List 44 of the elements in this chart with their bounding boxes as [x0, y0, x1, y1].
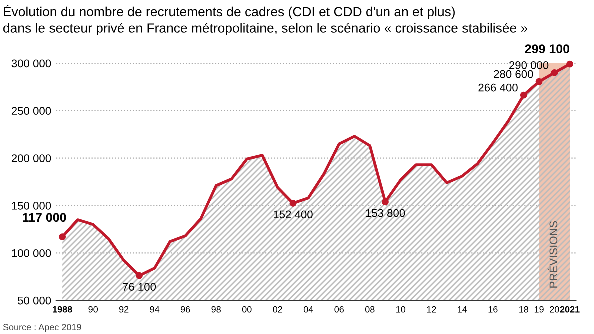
x-tick-label: 12: [427, 306, 436, 313]
x-tick-label: 02: [273, 306, 282, 313]
x-tick-label: 16: [488, 306, 498, 313]
x-tick-label: 20: [550, 306, 560, 313]
data-label: 76 100: [123, 283, 156, 291]
data-label: 117 000: [23, 213, 66, 222]
x-tick-label: 04: [304, 306, 314, 313]
x-tick-label: 19: [534, 306, 544, 313]
point: [551, 69, 558, 76]
x-tick-label: 96: [181, 306, 190, 313]
data-label: 290 000: [509, 61, 549, 70]
x-tick-label: 90: [88, 306, 98, 313]
point: [566, 60, 574, 68]
point: [290, 200, 297, 207]
x-tick-label: 98: [212, 306, 221, 313]
x-tick-label: 2021: [560, 306, 580, 313]
point: [382, 198, 389, 206]
x-tick-label: 00: [242, 306, 252, 313]
x-tick-label: 06: [334, 306, 344, 313]
y-tick-label: 200 000: [12, 154, 52, 162]
x-tick-label: 10: [396, 306, 406, 313]
point: [536, 78, 543, 86]
x-tick-label: 94: [150, 306, 160, 313]
chart-title: Évolution du nombre de recrutements de cadres (CDI et CDD d'un an et plus) dans le secteur privé en France métropolitaine, selon le scénario « croissance stabilisée »: [4, 5, 528, 36]
data-label: 153 800: [366, 209, 406, 218]
y-tick-label: 250 000: [12, 107, 52, 116]
y-tick-label: 50 000: [18, 296, 52, 305]
data-label: 280 600: [494, 70, 534, 78]
data-label: 299 100: [525, 44, 570, 54]
point: [136, 272, 143, 280]
data-label: 152 400: [274, 210, 313, 219]
data-label: 266 400: [478, 84, 518, 92]
band-label: PRÉVISIONS: [548, 221, 558, 288]
point: [520, 92, 528, 99]
x-tick-label: 92: [119, 306, 129, 313]
x-tick-label: 14: [458, 306, 468, 313]
point: [59, 234, 66, 241]
y-tick-label: 150 000: [12, 202, 52, 210]
x-tick-label: 18: [520, 306, 529, 313]
x-tick-label: 08: [365, 306, 375, 313]
x-tick-label: 1988: [53, 306, 72, 313]
y-tick-label: 100 000: [12, 249, 52, 258]
source-note: Source : Apec 2019: [3, 324, 82, 332]
y-tick-label: 300 000: [12, 60, 52, 68]
